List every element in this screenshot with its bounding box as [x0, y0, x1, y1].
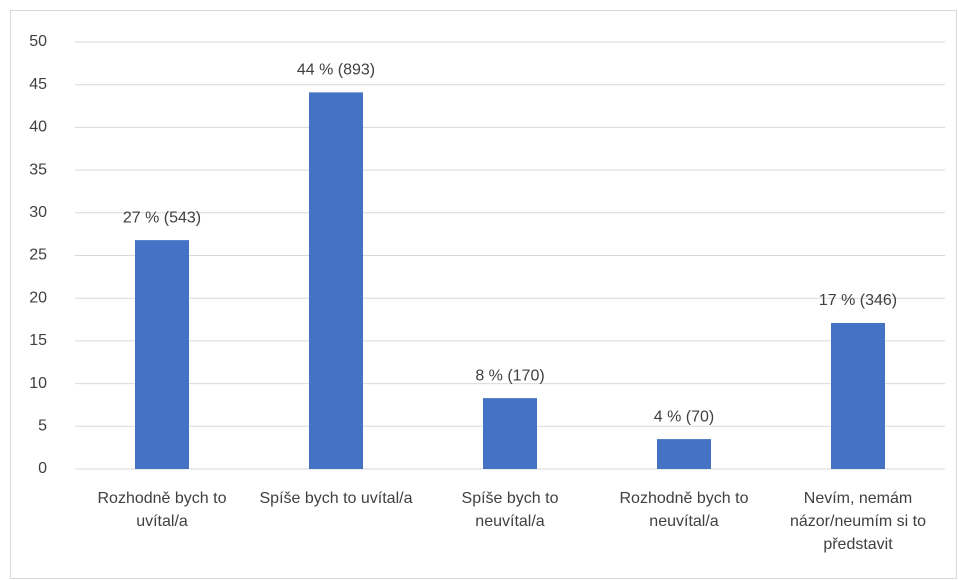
bar	[309, 92, 363, 470]
x-tick-label: Nevím, nemám názor/neumím si to představ…	[789, 490, 927, 553]
y-tick-label: 50	[29, 33, 47, 50]
bar	[831, 322, 885, 469]
y-tick-label: 45	[29, 76, 47, 93]
data-label: 44 % (893)	[297, 62, 375, 79]
x-tick-label: Spíše bych to uvítal/a	[259, 490, 413, 507]
y-tick-label: 15	[29, 332, 47, 349]
y-tick-label: 40	[29, 119, 47, 136]
y-tick-label: 20	[29, 289, 47, 306]
y-tick-label: 0	[38, 460, 47, 477]
bar	[135, 240, 189, 469]
data-label: 27 % (543)	[123, 209, 201, 226]
y-tick-label: 25	[29, 247, 47, 264]
y-tick-label: 35	[29, 161, 47, 178]
data-label: 17 % (346)	[819, 292, 897, 309]
bar	[483, 398, 537, 469]
data-label: 4 % (70)	[654, 408, 714, 425]
y-tick-label: 10	[29, 375, 47, 392]
chart-border	[10, 10, 957, 579]
x-tick-label: Spíše bych to neuvítal/a	[461, 490, 559, 530]
x-tick-label: Rozhodně bych to neuvítal/a	[619, 490, 749, 530]
bar	[657, 439, 711, 469]
x-tick-label: Rozhodně bych to uvítal/a	[97, 490, 227, 530]
y-tick-label: 30	[29, 204, 47, 221]
y-tick-label: 5	[38, 418, 47, 435]
data-label: 8 % (170)	[475, 367, 544, 384]
